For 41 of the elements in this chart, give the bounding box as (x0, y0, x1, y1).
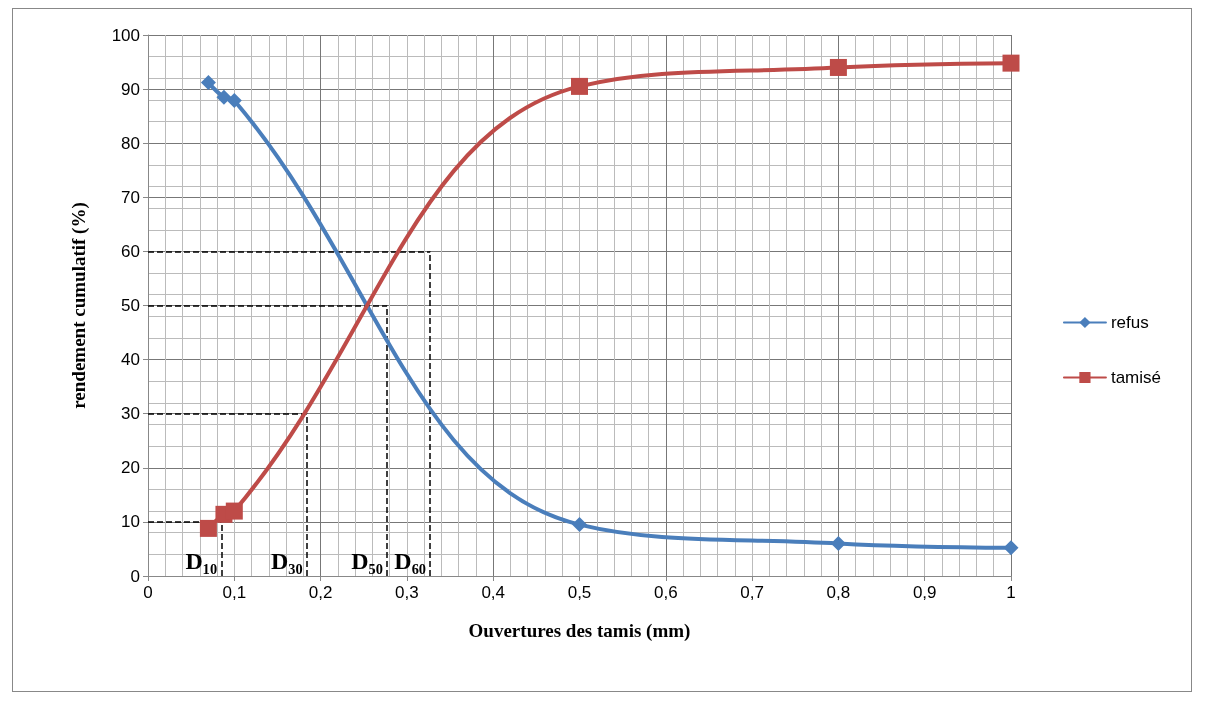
point (1003, 540, 1019, 556)
y-tick-label: 50 (121, 296, 140, 315)
y-tick-label: 90 (121, 79, 140, 99)
point (1002, 54, 1020, 72)
ref-line-label: D₁₀ (185, 548, 218, 574)
point (226, 92, 242, 108)
y-tick-label: 20 (121, 458, 140, 478)
x-tick-label: 0,4 (481, 583, 506, 602)
x-tick-label: 0,3 (395, 583, 419, 602)
y-tick-label: 10 (121, 512, 140, 532)
point (829, 58, 847, 76)
x-tick-label: 1 (1006, 583, 1016, 602)
point (200, 75, 216, 91)
x-tick-label: 0,5 (567, 583, 592, 602)
x-tick-label: 0,1 (222, 583, 247, 602)
y-tick-label: 30 (121, 404, 140, 424)
x-tick-label: 0,6 (653, 583, 678, 602)
point (216, 89, 232, 105)
x-tick-label: 0 (143, 583, 153, 602)
y-axis-title: rendement cumulatif (%) (68, 202, 90, 409)
ref-line-label: D₃₀ (270, 548, 303, 574)
point (199, 519, 217, 537)
y-tick-label: 80 (121, 133, 140, 153)
point (572, 517, 587, 533)
x-tick-label: 0,8 (826, 583, 851, 602)
ref-line-label: D₅₀ (351, 548, 383, 574)
y-tick-label: 0 (130, 566, 140, 586)
point (225, 502, 243, 520)
y-tick-label: 70 (121, 187, 140, 207)
x-axis-title: Ouvertures des tamis (mm) (468, 620, 691, 642)
point (830, 536, 846, 552)
x-tick-label: 0,7 (740, 583, 764, 602)
y-tick-label: 60 (121, 241, 140, 261)
y-tick-label: 40 (121, 350, 140, 370)
x-tick-label: 0,9 (912, 583, 937, 602)
legend-label: refus (1110, 313, 1149, 332)
legend-label: tamisé (1110, 368, 1162, 387)
ref-line-label: D₆₀ (394, 548, 427, 574)
point (571, 77, 588, 95)
y-tick-label: 100 (111, 25, 140, 45)
x-tick-label: 0,2 (308, 583, 333, 602)
